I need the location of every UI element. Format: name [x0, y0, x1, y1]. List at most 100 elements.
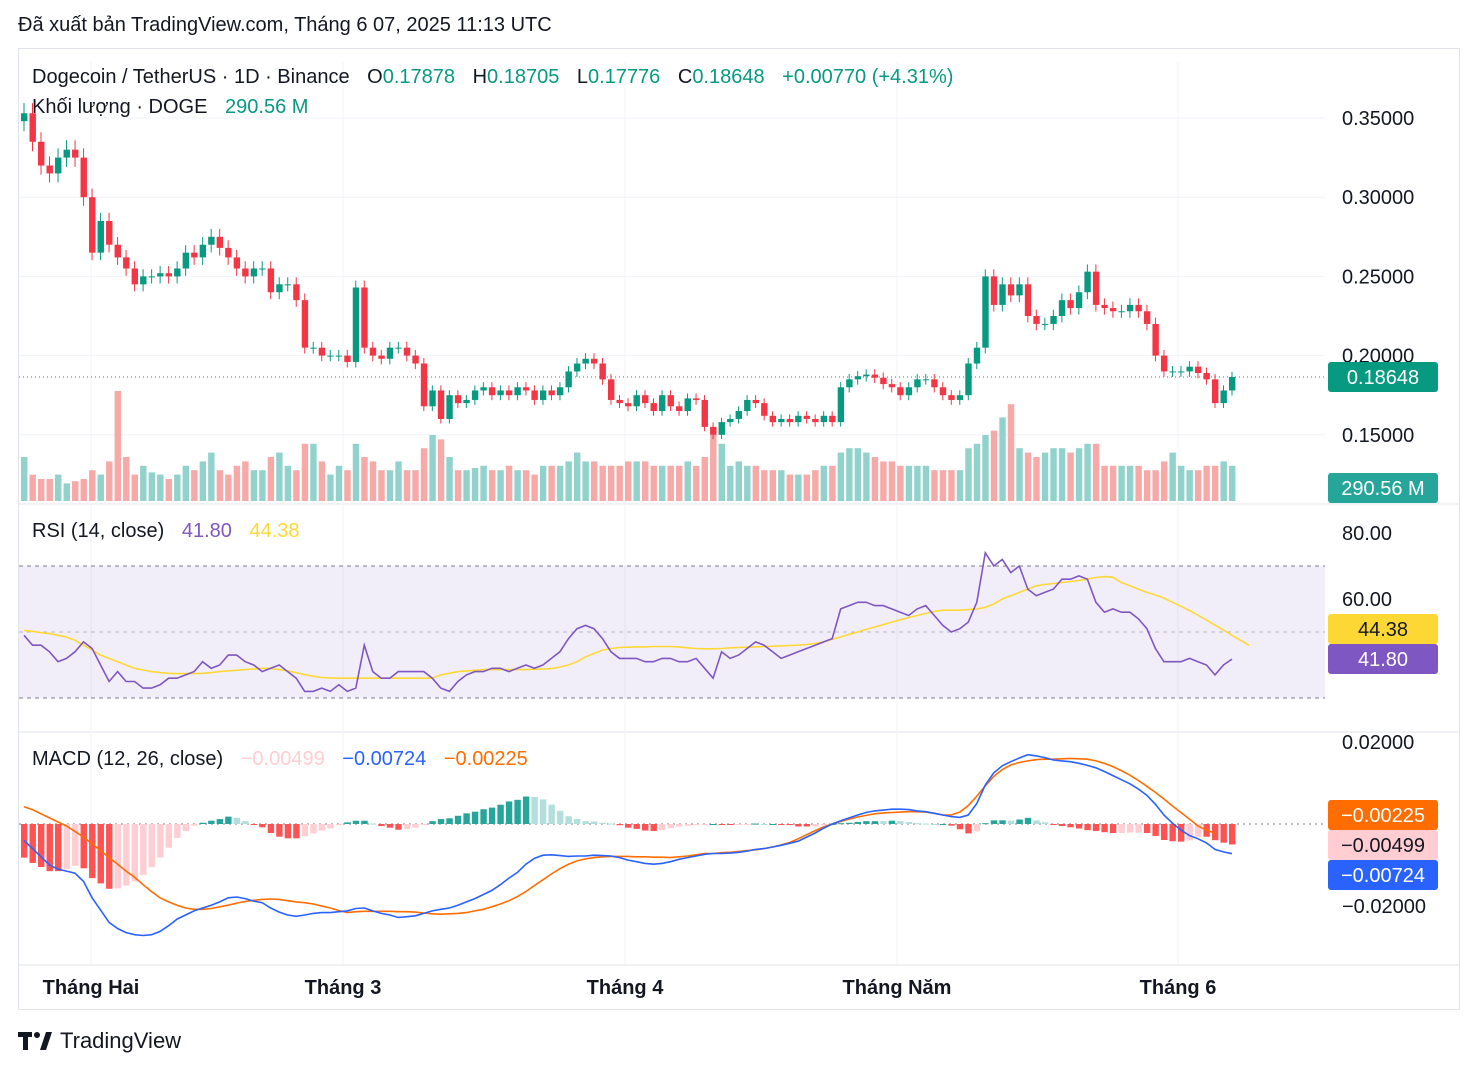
volume-bar — [556, 465, 564, 501]
macd-histogram-bar — [242, 821, 249, 824]
volume-bar — [625, 461, 632, 501]
candle-body — [573, 363, 581, 372]
candle-body — [174, 268, 181, 277]
volume-bar — [310, 443, 317, 501]
macd-histogram-bar — [480, 809, 487, 824]
volume-bar — [573, 452, 581, 501]
macd-histogram-bar — [72, 824, 79, 866]
candle-body — [931, 379, 938, 388]
volume-bar — [131, 474, 138, 501]
macd-histogram-bar — [956, 824, 964, 830]
volume-bar — [1050, 448, 1057, 501]
candle-body — [505, 390, 513, 396]
macd-histogram-bar — [259, 824, 266, 828]
macd-histogram-bar — [573, 819, 581, 824]
macd-tick-label: 0.02000 — [1342, 732, 1414, 754]
candle-body — [1109, 308, 1117, 312]
candle-body — [1177, 371, 1185, 373]
volume-bar — [395, 461, 402, 501]
macd-histogram-bar — [80, 824, 87, 869]
macd-histogram-bar — [301, 824, 309, 837]
tradingview-logo[interactable]: TradingView — [18, 1028, 181, 1054]
published-caption: Đã xuất bản TradingView.com, Tháng 6 07,… — [18, 14, 552, 36]
volume-bar — [1186, 470, 1193, 501]
macd-histogram-bar — [659, 824, 666, 831]
candle-body — [812, 418, 819, 423]
candle-body — [437, 390, 445, 419]
candle-body — [310, 347, 317, 349]
rsi-badge: 41.80 — [1358, 649, 1408, 671]
candle-body — [769, 415, 777, 423]
candle-body — [1126, 304, 1134, 312]
volume-bar — [1118, 465, 1125, 501]
macd-label[interactable]: MACD (12, 26, close) — [32, 748, 224, 770]
candle-body — [948, 395, 955, 400]
macd-histogram-bar — [650, 824, 657, 831]
macd-histogram-bar — [471, 811, 479, 824]
candle-body — [982, 276, 989, 348]
volume-bar — [148, 472, 156, 501]
candle-body — [1152, 323, 1159, 356]
macd-histogram-bar — [625, 824, 632, 828]
volume-bar — [786, 474, 794, 501]
volume-bar — [590, 461, 598, 501]
volume-bar — [965, 448, 972, 501]
volume-bar — [429, 435, 436, 501]
candle-body — [318, 347, 326, 356]
volume-bar — [1169, 452, 1176, 501]
candle-body — [1041, 323, 1049, 325]
candle-body — [939, 387, 947, 396]
time-axis-label: Tháng 4 — [587, 977, 665, 999]
change-value: +0.00770 (+4.31%) — [782, 66, 954, 88]
candle-body — [1101, 304, 1108, 309]
candle-body — [1135, 304, 1142, 312]
macd-histogram-bar — [1186, 824, 1193, 841]
volume-bar — [846, 448, 853, 501]
macd-histogram-bar — [208, 820, 215, 824]
symbol-title[interactable]: Dogecoin / TetherUS · 1D · Binance — [32, 66, 350, 88]
volume-label[interactable]: Khối lượng · DOGE — [32, 96, 208, 118]
volume-bar — [948, 470, 955, 501]
volume-bar — [55, 474, 62, 501]
rsi-label[interactable]: RSI (14, close) — [32, 520, 165, 542]
volume-bar — [369, 461, 377, 501]
candle-body — [369, 347, 377, 356]
candle-body — [420, 363, 428, 407]
macd-histogram-bar — [999, 820, 1006, 824]
macd-histogram-bar — [327, 824, 334, 829]
volume-bar — [922, 465, 930, 501]
macd-histogram-bar — [114, 824, 121, 889]
candle-body — [148, 276, 156, 278]
candle-body — [463, 399, 470, 404]
macd-histogram-bar — [897, 821, 904, 824]
macd-histogram-bar — [965, 824, 972, 834]
volume-bar — [1220, 461, 1227, 501]
macd-histogram-bar — [1033, 820, 1040, 824]
candle-body — [267, 268, 275, 293]
macd-histogram-bar — [318, 824, 326, 831]
candle-body — [1194, 366, 1202, 374]
volume-bar — [114, 391, 121, 501]
macd-histogram-bar — [38, 824, 45, 868]
candle-body — [233, 257, 241, 269]
macd-histogram-bar — [46, 824, 53, 872]
volume-bar — [795, 474, 802, 501]
volume-bar — [259, 470, 266, 501]
candle-body — [829, 415, 836, 423]
volume-bar — [1075, 448, 1083, 501]
rsi-ma-badge-bg — [1328, 614, 1438, 644]
candle-body — [208, 236, 215, 245]
candle-body — [21, 113, 28, 122]
volume-bar — [693, 465, 700, 501]
price-tick-label: 0.30000 — [1342, 187, 1414, 209]
volume-bar — [225, 474, 232, 501]
low-label: L — [576, 66, 588, 88]
candle-body — [1203, 373, 1210, 380]
candle-body — [80, 157, 87, 198]
volume-bar — [897, 465, 904, 501]
macd-histogram-bar — [880, 821, 887, 824]
volume-bar — [471, 468, 479, 501]
candle-body — [667, 395, 674, 407]
volume-bar — [420, 448, 428, 501]
